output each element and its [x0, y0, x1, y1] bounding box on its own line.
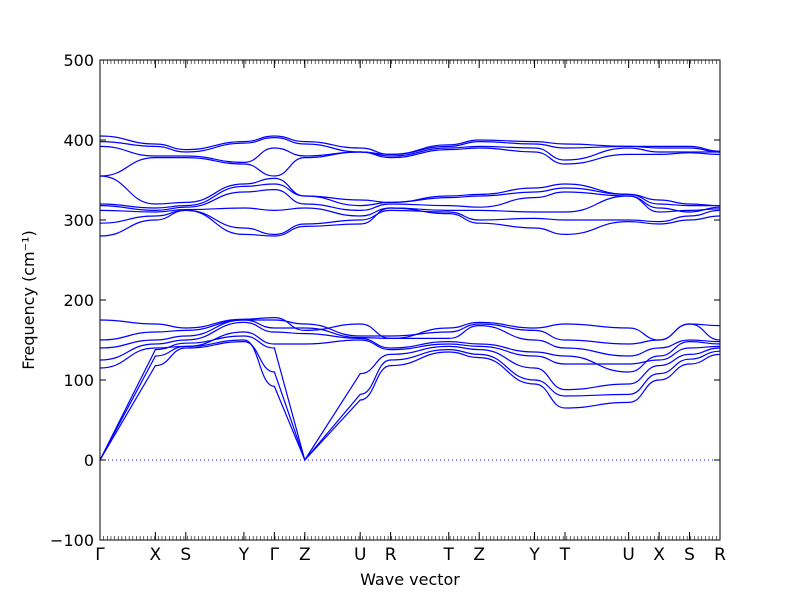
kpoint-label: Z [299, 545, 311, 565]
y-axis-label: Frequency (cm⁻¹) [19, 230, 38, 369]
y-tick-label: 300 [63, 211, 94, 230]
band-line-13 [99, 183, 720, 209]
y-tick-label: 400 [63, 131, 94, 150]
band-line-15 [99, 147, 721, 177]
kpoint-label: U [354, 545, 366, 565]
band-line-10 [99, 209, 721, 236]
band-line-6 [99, 319, 721, 357]
kpoint-label: Y [238, 545, 250, 565]
band-line-4 [99, 331, 721, 369]
band-line-16 [99, 145, 720, 164]
band-line-18 [99, 135, 721, 156]
axis-ticks [99, 59, 721, 541]
band-line-14 [99, 175, 721, 207]
kpoint-label: S [180, 545, 191, 565]
y-tick-labels: −100 0 100 200 300 400 500 [50, 51, 94, 550]
kpoint-label: Z [473, 545, 485, 565]
band-line-8 [99, 316, 721, 341]
y-tick-label: 500 [63, 51, 94, 70]
band-line-3 [99, 335, 721, 462]
band-line-1 [99, 340, 721, 462]
y-tick-label: 200 [63, 291, 94, 310]
y-tick-label: 0 [84, 451, 94, 470]
kpoint-label: R [714, 545, 726, 565]
band-line-5 [99, 321, 721, 373]
y-tick-label: 100 [63, 371, 94, 390]
band-line-11 [99, 195, 721, 217]
kpoint-label: T [443, 545, 455, 565]
band-lines [99, 135, 721, 462]
kpoint-label: T [559, 545, 571, 565]
kpoint-label: X [653, 545, 665, 565]
kpoint-label: Γ [95, 545, 105, 565]
kpoint-label: Y [528, 545, 540, 565]
kpoint-label: X [150, 545, 162, 565]
band-line-2 [99, 339, 721, 462]
band-line-17 [99, 136, 721, 156]
band-line-9 [99, 207, 721, 237]
kpoint-label: S [684, 545, 695, 565]
y-tick-label: −100 [50, 531, 94, 550]
kpoint-label: R [385, 545, 397, 565]
kpoint-label: U [622, 545, 634, 565]
kpoint-label: Γ [270, 545, 280, 565]
band-line-12 [99, 188, 721, 213]
x-axis-label: Wave vector [360, 570, 460, 589]
plot-frame [99, 59, 721, 541]
